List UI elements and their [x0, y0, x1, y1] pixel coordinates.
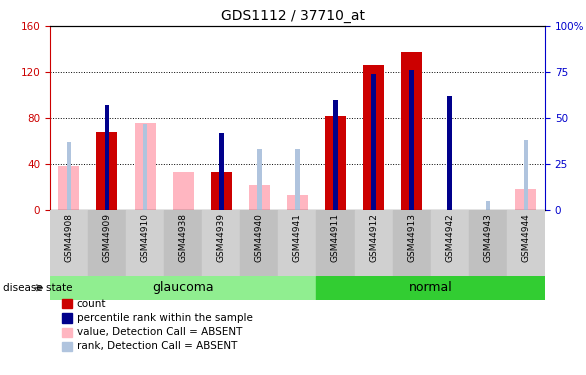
Bar [486, 201, 490, 210]
Text: glaucoma: glaucoma [152, 281, 214, 294]
Text: GSM44941: GSM44941 [293, 213, 302, 262]
Text: percentile rank within the sample: percentile rank within the sample [77, 313, 253, 323]
Text: GSM44944: GSM44944 [522, 213, 530, 262]
Text: GSM44911: GSM44911 [331, 213, 340, 262]
Text: GSM44943: GSM44943 [483, 213, 492, 262]
Bar [105, 109, 109, 210]
Bar [401, 51, 422, 210]
Bar [219, 133, 223, 210]
Bar [287, 195, 308, 210]
Text: GSM44910: GSM44910 [141, 213, 149, 262]
Bar [516, 189, 536, 210]
Text: GSM44913: GSM44913 [407, 213, 416, 262]
Bar [67, 142, 71, 210]
Bar [295, 149, 299, 210]
Text: GSM44912: GSM44912 [369, 213, 378, 262]
Bar [524, 140, 528, 210]
Text: GDS1112 / 37710_at: GDS1112 / 37710_at [221, 9, 365, 23]
Bar [448, 96, 452, 210]
Bar [257, 149, 261, 210]
Bar [240, 210, 278, 276]
Text: GSM44939: GSM44939 [217, 213, 226, 262]
Bar [143, 124, 147, 210]
Text: count: count [77, 299, 106, 309]
Bar [164, 210, 202, 276]
Bar [410, 70, 414, 210]
Bar [469, 210, 507, 276]
Text: GSM44908: GSM44908 [64, 213, 73, 262]
Bar [50, 210, 88, 276]
Text: GSM44942: GSM44942 [445, 213, 454, 262]
Bar [202, 210, 240, 276]
Text: rank, Detection Call = ABSENT: rank, Detection Call = ABSENT [77, 342, 237, 351]
Bar [135, 123, 155, 210]
Bar [278, 210, 316, 276]
Bar [249, 185, 270, 210]
Bar [507, 210, 545, 276]
Bar [105, 105, 109, 210]
Text: GSM44940: GSM44940 [255, 213, 264, 262]
Text: value, Detection Call = ABSENT: value, Detection Call = ABSENT [77, 327, 242, 337]
Text: disease state: disease state [3, 283, 73, 293]
Bar [316, 210, 355, 276]
Bar [50, 276, 316, 300]
Bar [333, 105, 338, 210]
Text: GSM44909: GSM44909 [103, 213, 111, 262]
Bar [431, 210, 469, 276]
Bar [88, 210, 126, 276]
Bar [211, 172, 231, 210]
Bar [126, 210, 164, 276]
Text: GSM44938: GSM44938 [179, 213, 188, 262]
Bar [59, 166, 79, 210]
Bar [372, 74, 376, 210]
Text: normal: normal [409, 281, 452, 294]
Bar [173, 172, 193, 210]
Bar [316, 276, 545, 300]
Bar [333, 100, 338, 210]
Bar [393, 210, 431, 276]
Bar [363, 65, 384, 210]
Bar [325, 116, 346, 210]
Bar [97, 132, 117, 210]
Bar [355, 210, 393, 276]
